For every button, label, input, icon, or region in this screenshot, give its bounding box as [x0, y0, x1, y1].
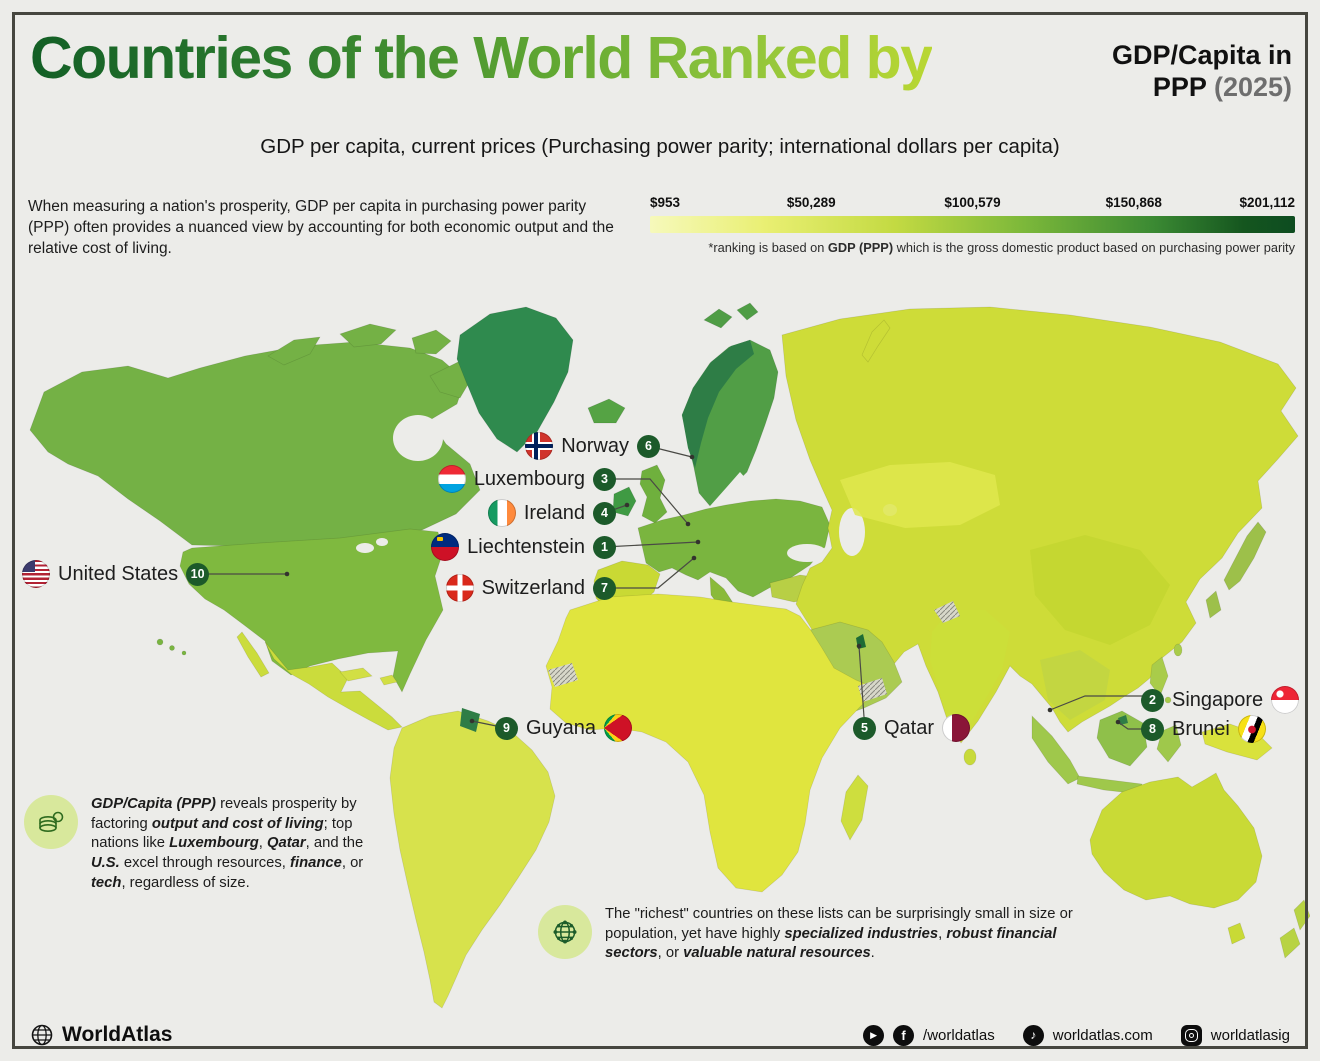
- note-center-text: The "richest" countries on these lists c…: [605, 906, 1073, 962]
- united-states-flag-icon: [22, 560, 50, 588]
- switzerland-flag-icon: [445, 574, 474, 602]
- region-brunei: [1118, 715, 1128, 725]
- qatar-flag-icon: [942, 714, 971, 742]
- region-asia: [781, 306, 1299, 744]
- note-center: The "richest" countries on these lists c…: [538, 905, 1074, 964]
- region-ireland: [612, 486, 637, 517]
- region-india: [930, 610, 1010, 738]
- callout-country-name: Brunei: [1172, 717, 1230, 740]
- rank-badge: 1: [593, 535, 616, 559]
- instagram-icon[interactable]: [1180, 1024, 1202, 1046]
- norway-flag-icon: [525, 432, 554, 460]
- rank-badge: 3: [593, 467, 616, 491]
- globe-network-icon: [538, 905, 592, 959]
- rank-badge: 9: [495, 716, 518, 740]
- title-right-year: (2025): [1213, 71, 1292, 102]
- note-left-text: GDP/Capita (PPP) reveals prosperity by f…: [91, 796, 364, 891]
- intro-text: When measuring a nation's prosperity, GD…: [28, 198, 614, 258]
- rank-badge: 7: [593, 576, 616, 600]
- region-greenland: [456, 306, 574, 453]
- region-africa: [545, 593, 879, 893]
- youtube-icon[interactable]: ▶: [863, 1024, 885, 1046]
- page-title: Countries of the World Ranked by: [30, 25, 933, 91]
- color-scale-legend: $953 $50,289 $100,579 $150,868 $201,112 …: [650, 195, 1295, 255]
- callout-norway: Norway 6: [525, 432, 660, 460]
- legend-gradient-bar: [650, 216, 1295, 233]
- region-new-zealand: [1293, 899, 1310, 931]
- luxembourg-flag-icon: [437, 465, 466, 493]
- title-right-line1: GDP/Capita in: [1111, 40, 1292, 70]
- callout-qatar: 5 Qatar: [853, 714, 971, 742]
- note-left: GDP/Capita (PPP) reveals prosperity by f…: [24, 795, 366, 893]
- region-sri-lanka: [963, 748, 977, 766]
- region-iceland: [587, 398, 626, 424]
- region-philippines: [1149, 656, 1169, 697]
- worldatlas-globe-icon: [30, 1023, 54, 1047]
- coins-icon: [24, 795, 78, 849]
- callout-country-name: Liechtenstein: [467, 535, 585, 558]
- ireland-flag-icon: [487, 499, 516, 527]
- legend-tick-3: $100,579: [944, 195, 1001, 210]
- legend-note: *ranking is based on GDP (PPP) which is …: [708, 240, 1295, 255]
- rank-badge: 8: [1141, 717, 1164, 741]
- legend-tick-min: $953: [650, 195, 681, 210]
- callout-brunei: 8 Brunei: [1141, 715, 1266, 743]
- social-links: ▶ f /worldatlas ♪ worldatlas.com worldat…: [863, 1024, 1290, 1046]
- page-title-right: GDP/Capita in PPP (2025): [1112, 40, 1292, 104]
- rank-badge: 2: [1141, 688, 1164, 712]
- liechtenstein-flag-icon: [431, 533, 460, 561]
- callout-country-name: Ireland: [523, 501, 585, 524]
- callout-guyana: 9 Guyana: [495, 714, 633, 742]
- subtitle: GDP per capita, current prices (Purchasi…: [260, 135, 1060, 158]
- callout-liechtenstein: Liechtenstein 1: [431, 533, 616, 561]
- tiktok-icon[interactable]: ♪: [1022, 1024, 1044, 1046]
- region-canada: [29, 341, 481, 547]
- footer: WorldAtlas ▶ f /worldatlas ♪ worldatlas.…: [30, 1018, 1290, 1052]
- title-right-ppp: PPP: [1152, 71, 1207, 102]
- region-australia: [1089, 772, 1263, 909]
- callout-country-name: Singapore: [1172, 688, 1264, 711]
- rank-badge: 4: [593, 501, 616, 525]
- callout-luxembourg: Luxembourg 3: [437, 465, 616, 493]
- legend-tick-4: $150,868: [1105, 195, 1162, 210]
- brand: WorldAtlas: [30, 1023, 172, 1047]
- callout-country-name: United States: [58, 562, 179, 585]
- callout-country-name: Qatar: [884, 716, 935, 739]
- rank-badge: 10: [186, 562, 210, 586]
- region-mexico-central-america: [264, 641, 403, 731]
- rank-badge: 6: [637, 434, 660, 458]
- brunei-flag-icon: [1237, 715, 1266, 743]
- region-japan: [1223, 521, 1267, 591]
- region-madagascar: [840, 774, 869, 841]
- callout-country-name: Guyana: [526, 716, 597, 739]
- callout-country-name: Luxembourg: [473, 467, 585, 490]
- region-norway: [682, 340, 754, 468]
- instagram-handle[interactable]: worldatlasig: [1210, 1026, 1290, 1044]
- website-url[interactable]: worldatlas.com: [1052, 1026, 1153, 1044]
- world-map: [29, 302, 1310, 1009]
- callout-singapore: 2 Singapore: [1141, 686, 1300, 714]
- brand-name: WorldAtlas: [62, 1023, 173, 1046]
- region-china: [1030, 535, 1170, 645]
- region-south-america: [389, 710, 556, 1009]
- callout-ireland: Ireland 4: [487, 499, 616, 527]
- callout-country-name: Switzerland: [481, 576, 585, 599]
- legend-tick-max: $201,112: [1239, 195, 1295, 210]
- region-borneo: [1096, 710, 1148, 767]
- callout-united-states: United States 10: [22, 560, 210, 588]
- facebook-handle[interactable]: /worldatlas: [923, 1026, 995, 1044]
- guyana-flag-icon: [604, 714, 633, 742]
- facebook-icon[interactable]: f: [893, 1024, 915, 1046]
- singapore-flag-icon: [1271, 686, 1300, 714]
- rank-badge: 5: [853, 716, 876, 740]
- legend-tick-2: $50,289: [786, 195, 836, 210]
- callout-switzerland: Switzerland 7: [445, 574, 616, 602]
- legend-tick-labels: $953 $50,289 $100,579 $150,868 $201,112: [650, 195, 1295, 212]
- callout-country-name: Norway: [561, 434, 629, 457]
